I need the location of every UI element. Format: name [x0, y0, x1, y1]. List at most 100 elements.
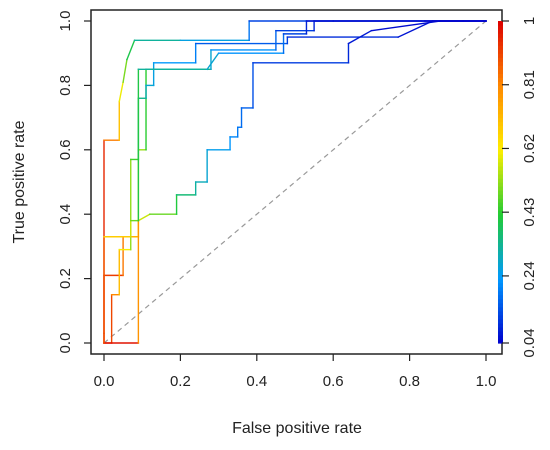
roc-curve-5: [103, 20, 487, 344]
colorbar-band: [498, 57, 503, 62]
x-tick-label: 0.6: [323, 373, 344, 390]
colorbar-band: [498, 226, 503, 231]
colorbar-band: [498, 133, 503, 139]
roc-segment: [206, 52, 220, 71]
colorbar-band: [498, 137, 503, 143]
colorbar-band: [498, 93, 503, 99]
colorbar-band: [498, 242, 503, 247]
colorbar-band: [498, 113, 503, 119]
colorbar-band: [498, 306, 503, 312]
colorbar-band: [498, 290, 503, 296]
y-tick-label: 0.4: [57, 204, 74, 225]
colorbar-band: [498, 109, 503, 115]
roc-series-group: [103, 20, 487, 344]
colorbar-band: [498, 210, 503, 215]
colorbar-band: [498, 145, 503, 151]
colorbar-band: [498, 53, 503, 58]
colorbar-band: [498, 97, 503, 103]
colorbar-tick-label: 0.81: [521, 70, 538, 99]
colorbar-band: [498, 77, 503, 82]
colorbar-band: [498, 41, 503, 46]
colorbar-band: [498, 65, 503, 70]
colorbar-band: [498, 117, 503, 123]
colorbar-band: [498, 230, 503, 235]
colorbar-band: [498, 21, 503, 26]
colorbar-band: [498, 278, 503, 284]
roc-segment: [397, 20, 434, 39]
colorbar-band: [498, 161, 503, 167]
colorbar-band: [498, 322, 503, 328]
y-tick-label: 1.0: [57, 11, 74, 32]
colorbar-band: [498, 270, 503, 276]
colorbar-band: [498, 258, 503, 264]
y-axis: 0.0 0.2 0.4 0.6 0.8 1.0: [57, 11, 91, 353]
colorbar-band: [498, 85, 503, 91]
colorbar-band: [498, 202, 503, 207]
y-tick-label: 0.6: [57, 139, 74, 160]
y-axis-title: True positive rate: [11, 120, 28, 243]
colorbar-band: [498, 238, 503, 243]
colorbar-band: [498, 105, 503, 111]
x-axis-title: False positive rate: [232, 420, 362, 437]
colorbar-band: [498, 129, 503, 135]
colorbar-band: [498, 186, 503, 191]
colorbar-band: [498, 89, 503, 95]
colorbar-band: [498, 73, 503, 78]
colorbar-band: [498, 326, 503, 332]
roc-segment: [347, 29, 373, 45]
colorbar-band: [498, 173, 503, 179]
colorbar-band: [498, 254, 503, 260]
colorbar-band: [498, 310, 503, 316]
colorbar-band: [498, 206, 503, 211]
colorbar-band: [498, 125, 503, 131]
diagonal-reference-line: [103, 20, 487, 344]
colorbar-band: [498, 274, 503, 280]
colorbar-tick-label: 0.43: [521, 198, 538, 227]
colorbar-band: [498, 81, 503, 86]
colorbar-tick-label: 1: [521, 17, 538, 25]
x-axis: 0.0 0.2 0.4 0.6 0.8 1.0: [94, 354, 497, 390]
colorbar-band: [498, 169, 503, 175]
colorbar-band: [498, 29, 503, 34]
colorbar-band: [498, 282, 503, 288]
colorbar-band: [498, 165, 503, 171]
x-tick-label: 1.0: [476, 373, 497, 390]
colorbar: 0.04 0.24 0.43 0.62 0.81 1: [498, 17, 538, 358]
colorbar-band: [498, 45, 503, 50]
colorbar-band: [498, 234, 503, 239]
roc-segment: [122, 58, 128, 83]
colorbar-band: [498, 153, 503, 159]
colorbar-band: [498, 286, 503, 292]
colorbar-band: [498, 318, 503, 324]
colorbar-band: [498, 49, 503, 54]
roc-segment: [137, 213, 151, 222]
x-tick-label: 0.2: [170, 373, 191, 390]
colorbar-band: [498, 218, 503, 223]
colorbar-band: [498, 190, 503, 195]
x-tick-label: 0.8: [399, 373, 420, 390]
colorbar-band: [498, 198, 503, 203]
colorbar-band: [498, 262, 503, 268]
colorbar-band: [498, 61, 503, 66]
colorbar-band: [498, 37, 503, 42]
y-tick-label: 0.8: [57, 75, 74, 96]
colorbar-band: [498, 25, 503, 30]
colorbar-band: [498, 149, 503, 155]
colorbar-tick-label: 0.62: [521, 134, 538, 163]
roc-segment: [370, 20, 441, 32]
colorbar-tick-label: 0.04: [521, 328, 538, 357]
colorbar-band: [498, 222, 503, 227]
colorbar-band: [498, 246, 503, 252]
colorbar-band: [498, 101, 503, 107]
x-tick-label: 0.0: [94, 373, 115, 390]
diagonal-reference-line-group: [103, 20, 487, 344]
colorbar-band: [498, 194, 503, 199]
colorbar-band: [498, 330, 503, 336]
roc-segment: [118, 81, 124, 103]
colorbar-band: [498, 250, 503, 256]
colorbar-band: [498, 298, 503, 304]
colorbar-band: [498, 182, 503, 187]
colorbar-band: [498, 33, 503, 38]
colorbar-band: [498, 157, 503, 163]
